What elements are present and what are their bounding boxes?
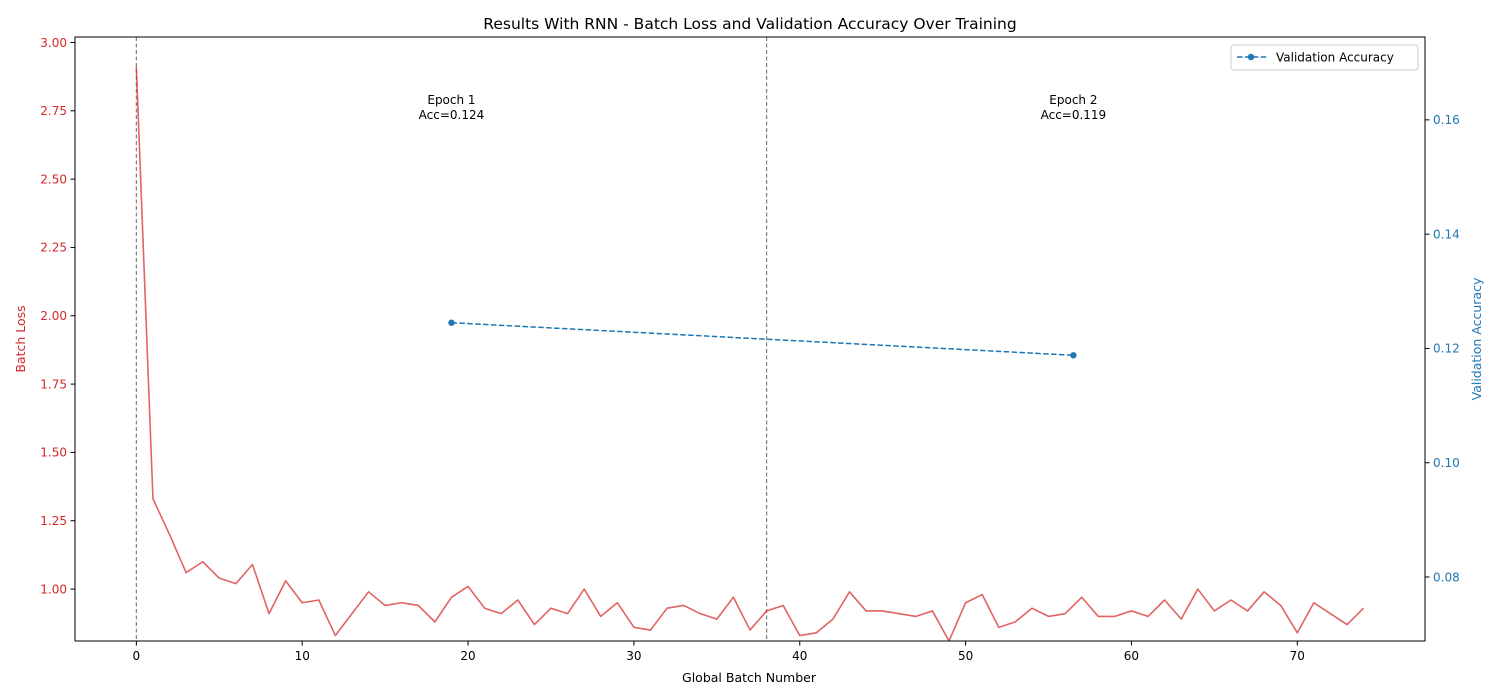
- y-left-tick-label: 1.00: [40, 582, 67, 596]
- legend: Validation Accuracy: [1230, 44, 1419, 71]
- validation-accuracy-point-2: [1070, 352, 1077, 359]
- y-right-tick-label: 0.12: [1433, 342, 1460, 356]
- y-left-tick-label: 3.00: [40, 36, 67, 50]
- y-left-tick-label: 2.25: [40, 241, 67, 255]
- x-tick-label: 50: [958, 649, 973, 663]
- x-tick-label: 30: [626, 649, 641, 663]
- y-right-tick-label: 0.10: [1433, 456, 1460, 470]
- legend-accuracy-label: Validation Accuracy: [1276, 51, 1394, 65]
- y-left-tick-label: 1.25: [40, 514, 67, 528]
- y-axis-left-label: Batch Loss: [13, 305, 28, 372]
- epoch-annotation-acc-1: Acc=0.124: [419, 108, 485, 122]
- x-tick-label: 20: [460, 649, 475, 663]
- x-tick-label: 40: [792, 649, 807, 663]
- y-left-tick-label: 2.50: [40, 172, 67, 186]
- epoch-annotation-acc-2: Acc=0.119: [1041, 108, 1107, 122]
- chart-title: Results With RNN - Batch Loss and Valida…: [483, 15, 1016, 33]
- validation-accuracy-line: [451, 321, 1074, 357]
- x-tick-label: 10: [295, 649, 310, 663]
- y-left-tick-label: 2.00: [40, 309, 67, 323]
- y-right-tick-label: 0.08: [1433, 570, 1460, 584]
- y-right-tick-label: 0.16: [1433, 113, 1460, 127]
- y-left-tick-label: 1.75: [40, 377, 67, 391]
- x-tick-label: 60: [1124, 649, 1139, 663]
- y-left-tick-label: 2.75: [40, 104, 67, 118]
- x-tick-label: 0: [133, 649, 141, 663]
- legend-accuracy-marker: [1247, 53, 1255, 61]
- y-axis-right-label: Validation Accuracy: [1469, 277, 1484, 400]
- epoch-annotation-title-2: Epoch 2: [1049, 93, 1097, 107]
- validation-accuracy-point-1: [448, 319, 455, 326]
- x-tick-label: 70: [1290, 649, 1305, 663]
- legend-frame: [1230, 44, 1419, 71]
- plot-frame: [74, 36, 1426, 642]
- y-left-tick-label: 1.50: [40, 446, 67, 460]
- batch-loss-line: [135, 67, 1365, 641]
- x-axis-label: Global Batch Number: [682, 670, 817, 685]
- axes: 0 10 20 30 40 50 60 70 1.00 1.25 1.50 1.75 2.00 2.25 2…: [40, 36, 1459, 663]
- epoch-annotation-title-1: Epoch 1: [427, 93, 475, 107]
- y-right-tick-label: 0.14: [1433, 227, 1460, 241]
